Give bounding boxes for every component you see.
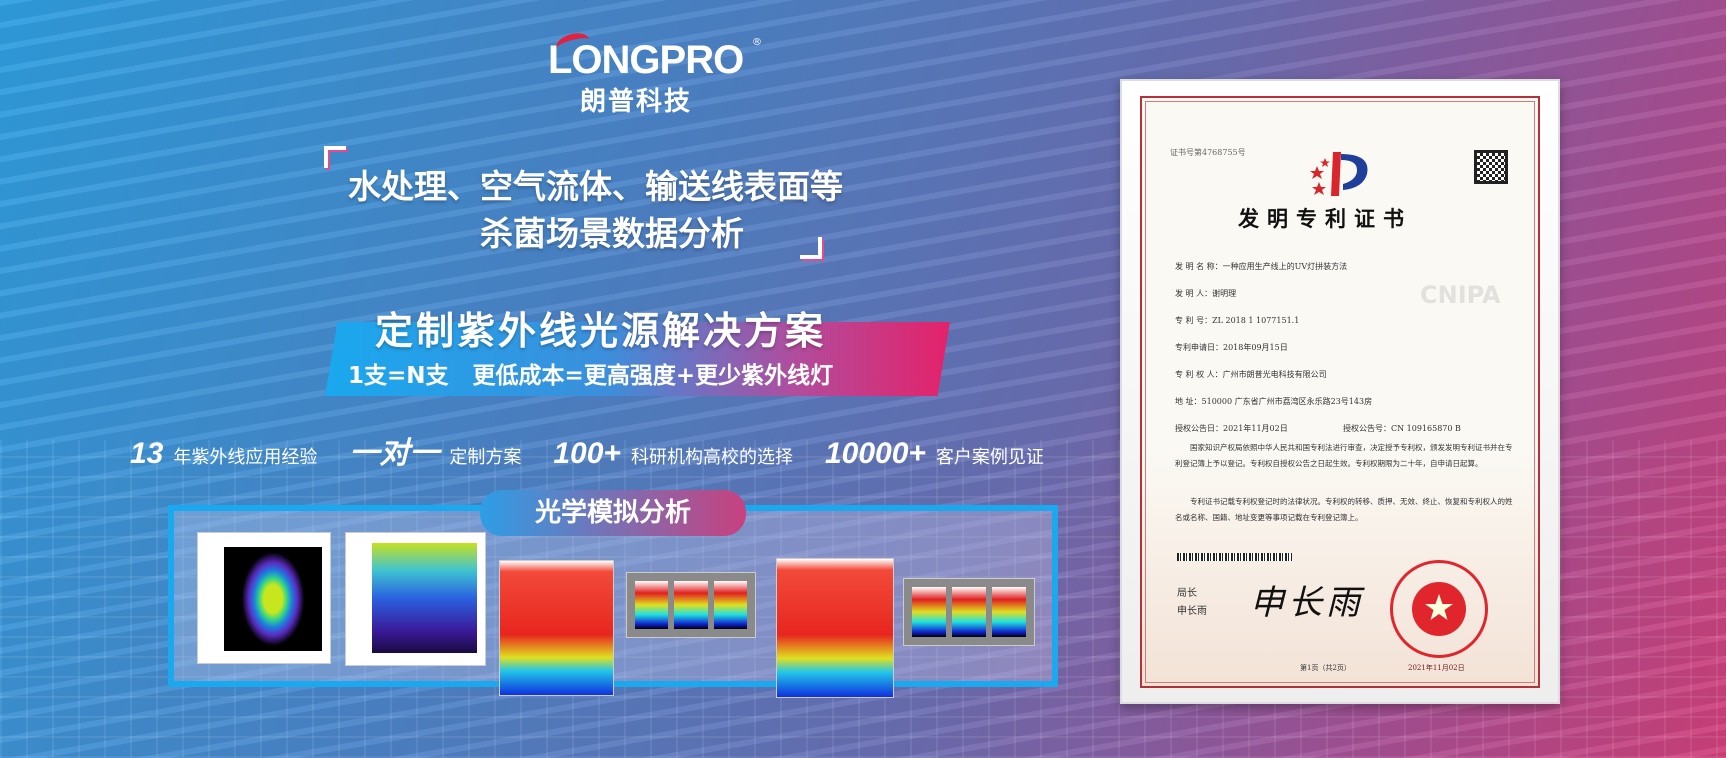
stats-row: 13 年紫外线应用经验 一对一 定制方案 100+ 科研机构高校的选择 10000+ 客… xyxy=(130,428,1066,472)
field-invention-name: 发 明 名 称：一种应用生产线上的UV灯拼装方法 xyxy=(1175,262,1348,271)
field-application-date: 专利申请日：2018年09月15日 xyxy=(1175,343,1288,352)
stat-value: 13 xyxy=(130,437,164,470)
field-inventor: 发 明 人：谢明理 xyxy=(1175,289,1237,298)
official-seal xyxy=(1390,560,1488,658)
qr-code xyxy=(1474,150,1508,184)
simulation-legend-2 xyxy=(903,578,1035,646)
director-title: 局长 xyxy=(1177,588,1197,599)
simulation-heatmap-1 xyxy=(499,560,614,696)
stat-value: 10000+ xyxy=(824,437,926,470)
certificate-paragraph-2: 专利证书记载专利权登记时的法律状况。专利权的转移、质押、无效、终止、恢复和专利权… xyxy=(1175,497,1513,522)
stat-value: 一对一 xyxy=(349,437,440,470)
page-indicator: 第1页（共2页） xyxy=(1300,664,1351,672)
stat-label: 定制方案 xyxy=(449,447,522,468)
field-grant-number: 授权公告号：CN 109165870 B xyxy=(1343,424,1461,433)
bracket-close-icon xyxy=(800,237,822,259)
barcode xyxy=(1177,553,1292,561)
simulation-legend-1 xyxy=(626,572,756,638)
registered-mark: ® xyxy=(752,37,762,48)
stat-label: 客户案例见证 xyxy=(935,447,1044,468)
certificate-paragraph-1: 国家知识产权局依照中华人民共和国专利法进行审查，决定授予专利权，颁发发明专利证书… xyxy=(1175,443,1513,468)
watermark: CNIPA xyxy=(1420,281,1501,309)
logo-brand-cn: 朗普科技 xyxy=(580,87,693,117)
logo-brand-en: LONGPRO xyxy=(548,38,744,82)
field-patent-number: 专 利 号：ZL 2018 1 1077151.1 xyxy=(1175,316,1300,325)
director-name: 申长雨 xyxy=(1177,606,1207,617)
stat-value: 100+ xyxy=(553,437,621,470)
banner-band xyxy=(325,322,950,396)
stat-label: 科研机构高校的选择 xyxy=(630,447,793,468)
bracket-open-icon xyxy=(324,146,346,168)
simulation-image-spot xyxy=(197,532,331,664)
certificate-number: 证书号第4768755号 xyxy=(1170,148,1246,157)
certificate-title: 发明专利证书 xyxy=(1238,206,1412,231)
simulation-heatmap-2 xyxy=(776,558,894,698)
stat-label: 年紫外线应用经验 xyxy=(173,447,318,468)
simulation-image-scatter xyxy=(345,532,486,666)
signature: 申长雨 xyxy=(1250,583,1364,623)
national-emblem-icon xyxy=(1412,582,1466,636)
cnipa-logo-icon xyxy=(1310,152,1368,196)
analysis-title: 光学模拟分析 xyxy=(480,490,746,536)
field-patentee: 专 利 权 人：广州市朗普光电科技有限公司 xyxy=(1175,370,1327,379)
banner-title: 定制紫外线光源解决方案 xyxy=(375,309,827,353)
banner-subtitle: 1支=N支 更低成本=更高强度+更少紫外线灯 xyxy=(348,363,834,389)
headline-line2: 杀菌场景数据分析 xyxy=(480,214,744,253)
seal-date: 2021年11月02日 xyxy=(1408,664,1465,672)
headline-line1: 水处理、空气流体、输送线表面等 xyxy=(348,167,843,206)
field-grant-date: 授权公告日：2021年11月02日 xyxy=(1175,424,1288,433)
field-address: 地 址：510000 广东省广州市荔湾区永乐路23号143房 xyxy=(1175,397,1373,406)
